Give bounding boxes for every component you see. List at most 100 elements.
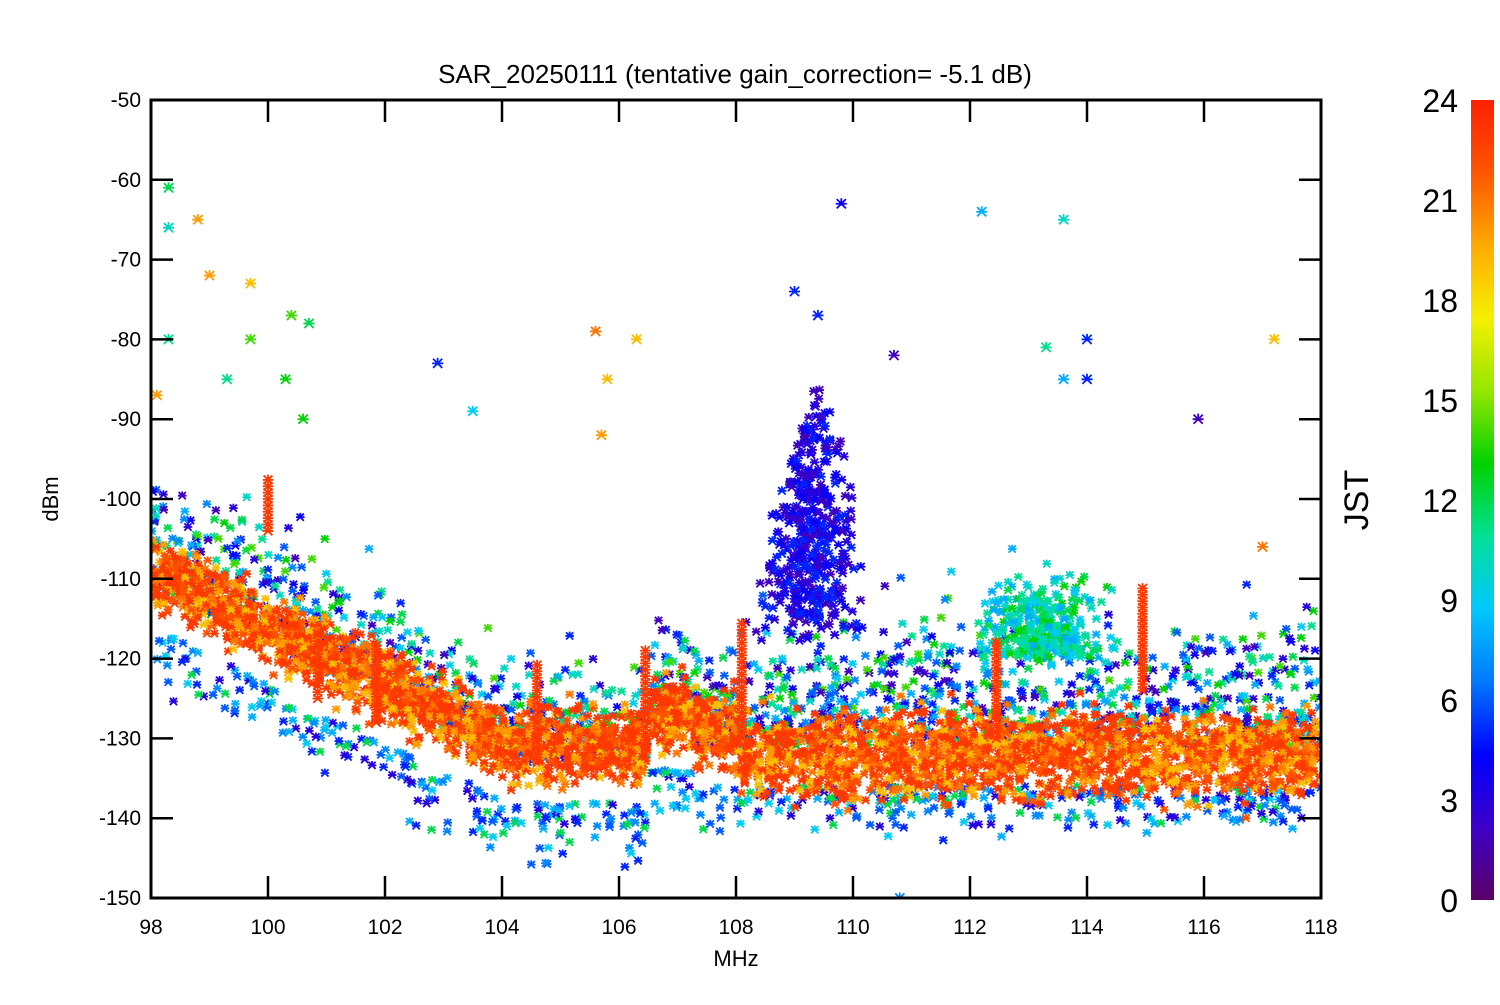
scatter-point-4312 [618, 767, 628, 777]
scatter-point-4311 [1138, 715, 1147, 724]
scatter-point-386 [819, 704, 828, 714]
scatter-point-177 [1300, 644, 1309, 654]
scatter-point-1099 [445, 661, 455, 670]
scatter-point-3851 [443, 729, 453, 738]
scatter-point-4909 [730, 699, 740, 709]
scatter-point-2061 [1190, 791, 1200, 801]
scatter-point-628 [512, 692, 522, 702]
scatter-point-2561 [798, 536, 808, 546]
scatter-point-2494 [810, 421, 820, 431]
scatter-point-4041 [1180, 714, 1189, 724]
scatter-point-878 [791, 741, 800, 750]
scatter-point-1187 [920, 697, 930, 707]
scatter-point-1634 [940, 595, 950, 605]
scatter-point-1971 [393, 748, 403, 757]
scatter-point-1897 [968, 821, 978, 830]
scatter-point-3380 [1069, 709, 1079, 719]
scatter-point-3956 [1042, 717, 1051, 726]
scatter-point-2449 [780, 586, 790, 596]
scatter-point-2208 [811, 411, 821, 421]
scatter-point-687 [1159, 685, 1168, 694]
scatter-point-2416 [838, 549, 848, 559]
scatter-point-2236 [797, 423, 807, 433]
scatter-point-2263 [835, 564, 845, 574]
scatter-point-1737 [1228, 815, 1238, 825]
scatter-point-1695 [1125, 649, 1134, 658]
scatter-point-354 [1186, 642, 1196, 652]
scatter-point-1924 [163, 677, 173, 687]
scatter-point-2431 [793, 547, 803, 557]
scatter-point-4653 [1258, 736, 1267, 745]
scatter-point-1351 [889, 655, 899, 664]
scatter-point-2112 [875, 805, 884, 815]
scatter-point-3813 [282, 616, 292, 625]
scatter-point-4485 [1190, 733, 1199, 742]
scatter-point-2253 [831, 470, 841, 480]
scatter-point-1203 [231, 541, 240, 550]
scatter-point-277 [1309, 606, 1318, 616]
scatter-point-2858 [1032, 635, 1041, 644]
scatter-point-3282 [674, 690, 684, 700]
scatter-point-3145 [622, 742, 632, 752]
scatter-point-1913 [352, 724, 361, 733]
scatter-point-741 [254, 554, 263, 563]
scatter-point-2717 [1065, 570, 1075, 580]
scatter-point-4199 [1010, 733, 1020, 743]
scatter-point-851 [999, 701, 1009, 711]
scatter-point-2179 [1026, 801, 1036, 811]
scatter-point-2897 [1044, 652, 1054, 662]
scatter-point-4160 [695, 765, 705, 774]
scatter-point-1868 [468, 794, 477, 803]
scatter-point-4897 [686, 721, 696, 731]
scatter-point-718 [163, 523, 173, 533]
scatter-point-1407 [1017, 688, 1027, 697]
scatter-point-770 [574, 659, 583, 668]
scatter-point-4618 [521, 766, 531, 776]
scatter-point-296 [258, 580, 268, 589]
scatter-point-4714 [1079, 712, 1088, 722]
scatter-point-995 [917, 716, 927, 725]
scatter-point-4870 [236, 583, 246, 592]
scatter-point-4514 [1116, 790, 1125, 800]
scatter-point-1585 [1100, 696, 1109, 706]
scatter-point-3242 [187, 580, 197, 590]
scatter-point-2159 [682, 769, 692, 778]
scatter-point-2366 [789, 583, 799, 593]
scatter-point-3709 [846, 737, 855, 747]
scatter-point-2198 [490, 794, 499, 803]
scatter-point-1614 [589, 684, 599, 694]
scatter-point-3445 [798, 792, 808, 801]
scatter-point-1023 [553, 672, 563, 682]
scatter-point-4803 [465, 756, 475, 766]
scatter-point-2203 [840, 510, 850, 520]
scatter-point-2925 [1076, 577, 1086, 586]
scatter-point-2832 [1061, 634, 1070, 643]
scatter-point-657 [991, 627, 1001, 637]
scatter-point-1467 [597, 712, 606, 722]
scatter-point-1300 [879, 627, 888, 637]
scatter-point-2994 [1063, 791, 1073, 801]
scatter-point-1375 [1242, 696, 1251, 706]
scatter-point-1265 [241, 546, 251, 555]
scatter-point-2731 [1033, 606, 1043, 616]
scatter-point-888 [536, 716, 545, 726]
scatter-point-147 [1040, 695, 1049, 705]
scatter-point-2899 [1033, 591, 1042, 600]
scatter-point-3963 [420, 709, 429, 719]
scatter-point-423 [797, 704, 806, 713]
scatter-point-282 [647, 651, 656, 661]
scatter-point-4216 [847, 782, 857, 792]
scatter-point-1115 [292, 600, 302, 610]
scatter-point-4672 [521, 761, 530, 771]
scatter-point-1328 [1160, 662, 1169, 672]
scatter-point-2145 [1280, 801, 1289, 810]
scatter-point-3206 [962, 724, 972, 733]
scatter-point-1651 [1172, 628, 1182, 637]
scatter-point-129 [830, 689, 840, 698]
scatter-point-2536 [787, 482, 797, 492]
scatter-point-309 [483, 623, 493, 633]
scatter-point-2309 [804, 412, 814, 422]
scatter-point-452 [373, 609, 383, 619]
scatter-point-1143 [1285, 741, 1295, 750]
